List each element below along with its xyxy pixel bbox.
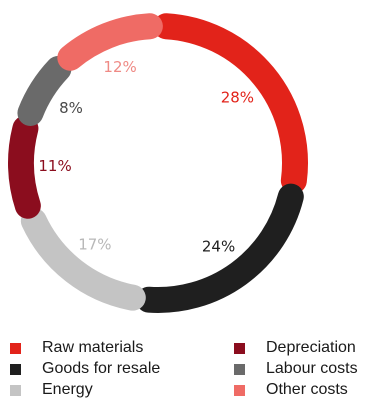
slice-label-depreciation: 11% [38, 157, 71, 175]
legend-item-labour-costs: Labour costs [234, 359, 358, 379]
legend-item-raw-materials: Raw materials [10, 338, 143, 358]
donut-slice-goods-for-resale [135, 183, 304, 313]
legend-item-energy: Energy [10, 380, 93, 400]
legend-swatch [10, 363, 21, 375]
donut-slice-other-costs [57, 13, 163, 71]
legend-label: Goods for resale [42, 360, 161, 377]
legend-swatch [10, 342, 21, 354]
legend-label: Labour costs [266, 360, 358, 377]
legend-item-other-costs: Other costs [234, 380, 348, 400]
legend-label: Other costs [266, 381, 348, 398]
legend-swatch [234, 363, 245, 375]
slice-label-goods-for-resale: 24% [202, 237, 235, 255]
legend-swatch [10, 384, 21, 396]
legend-item-depreciation: Depreciation [234, 338, 356, 358]
legend-label: Depreciation [266, 339, 356, 356]
legend-item-goods-for-resale: Goods for resale [10, 359, 160, 379]
slice-label-raw-materials: 28% [221, 88, 254, 106]
donut-slice-depreciation [8, 115, 41, 219]
legend-label: Energy [42, 381, 93, 398]
legend-label: Raw materials [42, 339, 144, 356]
slice-label-energy: 17% [78, 235, 111, 253]
donut-chart: 28% 24% 17% 11% 8% 12% [8, 13, 308, 313]
legend-swatch [234, 384, 245, 396]
donut-slice-raw-materials [153, 13, 308, 194]
donut-slice-labour-costs [17, 55, 72, 127]
slice-label-other-costs: 12% [103, 58, 136, 76]
chart-legend: Raw materials Goods for resale Energy Depre… [0, 336, 376, 401]
legend-swatch [234, 342, 245, 354]
donut-slice-energy [20, 207, 146, 311]
slice-label-labour-costs: 8% [59, 99, 83, 117]
